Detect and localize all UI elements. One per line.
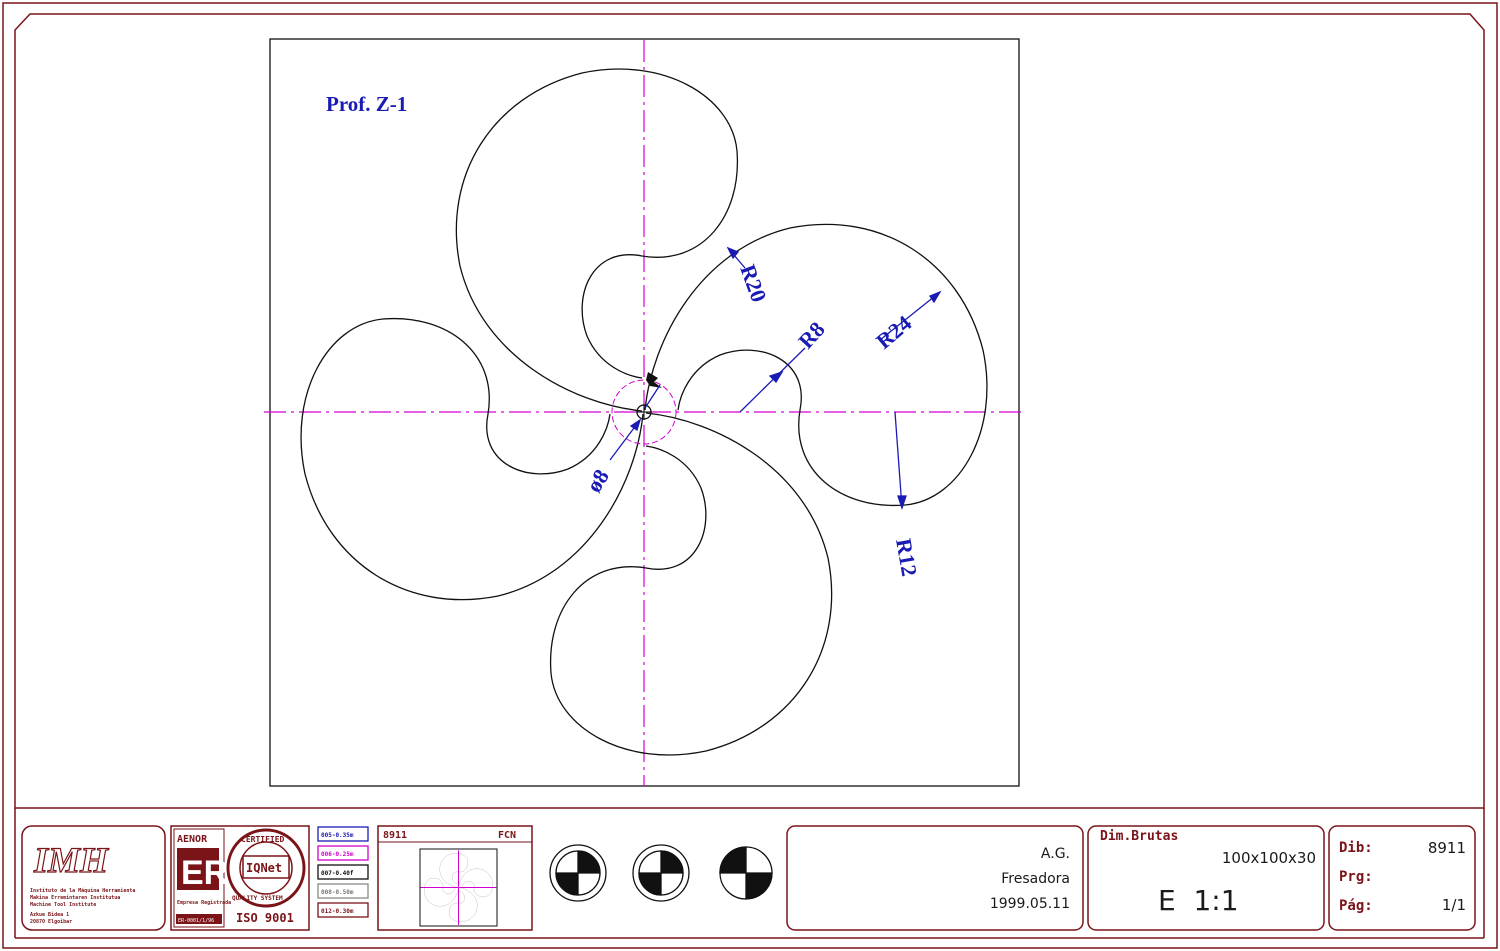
dims-label: Dim.Brutas	[1100, 829, 1178, 844]
machine: Fresadora	[1001, 871, 1070, 887]
pen-4: 008-0.50m	[321, 889, 354, 896]
iso-standard: ISO 9001	[236, 911, 294, 925]
info-box: A.G. Fresadora 1999.05.11	[786, 825, 1084, 931]
pen-5: 012-0.30m	[321, 908, 354, 915]
symbol-1	[549, 844, 607, 902]
aenor-mark: ER	[181, 854, 228, 892]
imh-line-2: Makina Erremintaren Institutua	[30, 895, 120, 901]
blade-1	[644, 223, 988, 507]
thumbnail-box: 8911 FCN	[377, 825, 533, 931]
aenor-caption: Empresa Registrada	[177, 900, 231, 906]
pag-value: 1/1	[1442, 896, 1466, 914]
thumbnail-propeller	[420, 850, 497, 925]
author: A.G.	[1041, 846, 1070, 862]
dim-r20: R20	[735, 261, 771, 305]
symbol-3	[719, 846, 773, 900]
blade-4	[455, 68, 739, 412]
imh-line-1: Instituto de la Máquina Herramienta	[30, 887, 135, 894]
prg-label: Prg:	[1339, 869, 1373, 885]
pen-3: 007-0.40f	[321, 870, 354, 877]
pag-label: Pág:	[1339, 898, 1373, 914]
tool-start-marker	[646, 372, 662, 388]
center-lines	[264, 40, 1022, 786]
dim-r12: R12	[891, 537, 922, 579]
sheet-id-box: Dib: 8911 Prg: Pág: 1/1	[1328, 825, 1476, 931]
profile-label: Prof. Z-1	[326, 92, 407, 116]
imh-line-4: Azkue Bidea 1	[30, 912, 69, 918]
pen-1: 005-0.35m	[321, 832, 354, 839]
dimension-leaders	[609, 246, 942, 511]
dims-value: 100x100x30	[1222, 849, 1316, 867]
certification-box: AENOR ER Empresa Registrada ER-0001/1/96…	[170, 825, 310, 931]
iqnet-top: CERTIFIED	[241, 835, 285, 844]
scale: E 1:1	[1158, 884, 1239, 917]
projection-symbols	[549, 844, 773, 902]
pen-2: 006-0.25m	[321, 851, 354, 858]
pen-legend: 005-0.35m 006-0.25m 007-0.40f 008-0.50m …	[317, 826, 369, 918]
blade-3	[300, 317, 644, 601]
imh-line-3: Machine Tool Institute	[30, 902, 96, 908]
thumbnail-number: 8911	[383, 830, 407, 841]
symbol-2	[632, 844, 690, 902]
aenor-title: AENOR	[177, 834, 208, 845]
iqnet-bottom: QUALITY SYSTEM	[232, 895, 283, 902]
center-hole	[611, 372, 677, 445]
imh-monogram: IMH	[33, 840, 109, 880]
dib-value: 8911	[1428, 839, 1466, 857]
aenor-code: ER-0001/1/96	[178, 918, 214, 924]
iqnet-center: IQNet	[246, 861, 282, 875]
title-block: IMH Instituto de la Máquina Herramienta …	[21, 825, 1476, 931]
dib-label: Dib:	[1339, 840, 1373, 856]
dim-d8: ø8	[581, 465, 614, 497]
blade-2	[549, 412, 833, 756]
date: 1999.05.11	[990, 896, 1070, 912]
dims-box: Dim.Brutas 100x100x30 E 1:1	[1087, 825, 1325, 931]
imh-logo-box: IMH Instituto de la Máquina Herramienta …	[21, 825, 166, 931]
thumbnail-code: FCN	[498, 830, 516, 841]
imh-line-5: 20870 Elgoibar	[30, 919, 72, 925]
dim-r8: R8	[793, 317, 830, 354]
